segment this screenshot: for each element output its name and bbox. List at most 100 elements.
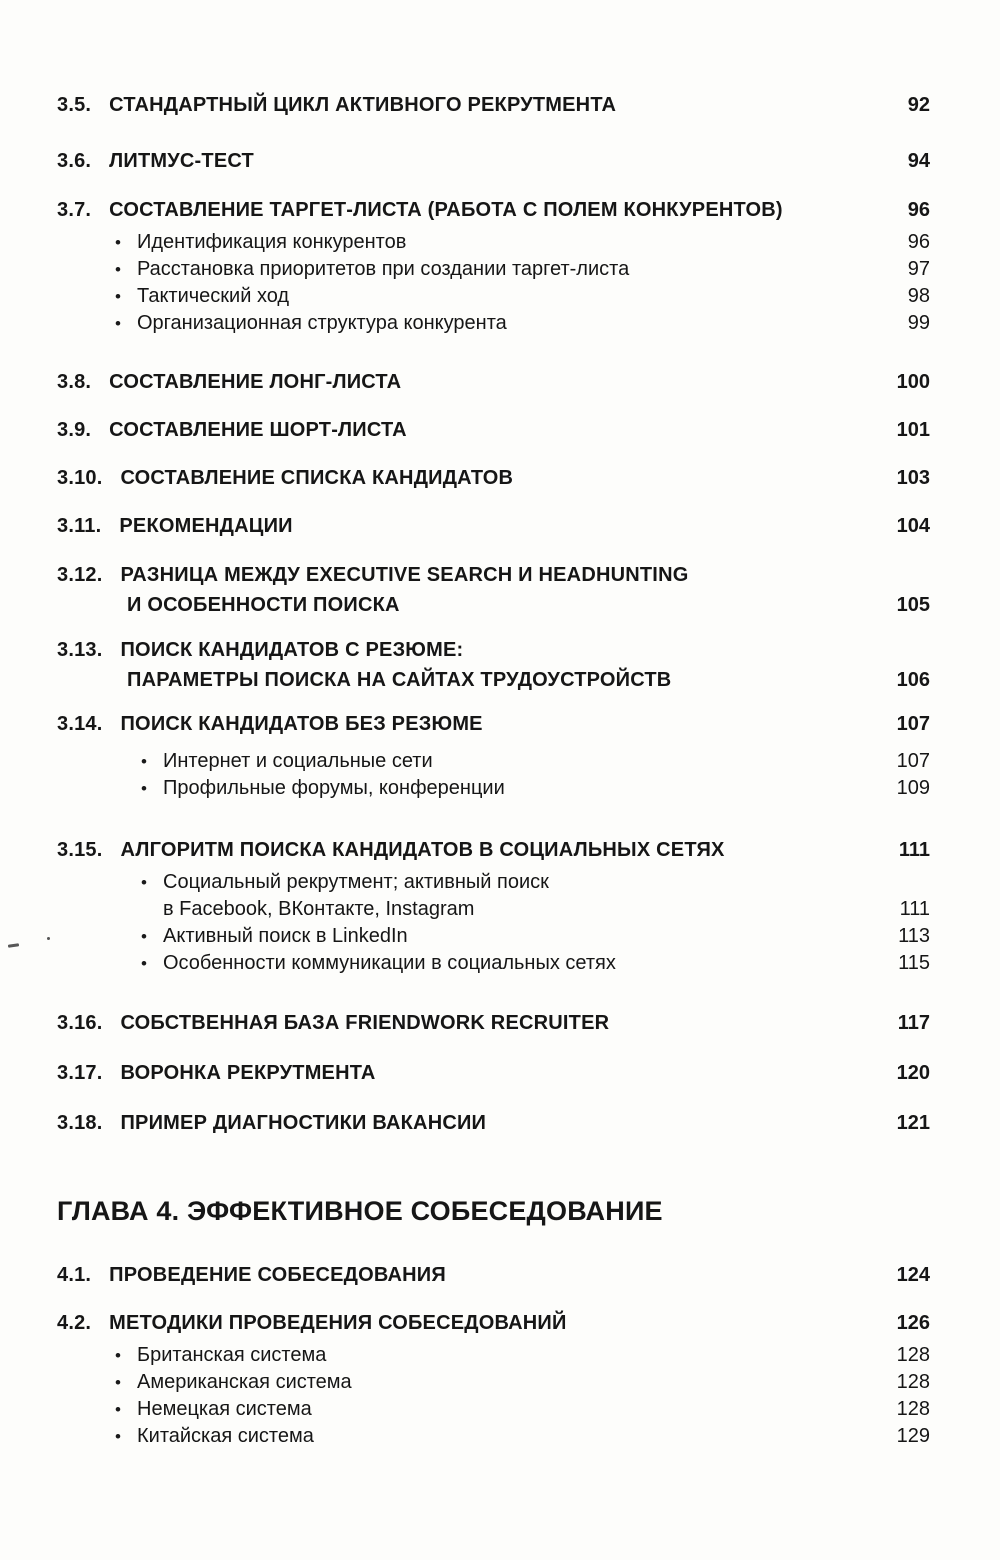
entry-page-number: 106 xyxy=(896,669,930,691)
entry-text-block: 3.18. ПРИМЕР ДИАГНОСТИКИ ВАКАНСИИ xyxy=(57,1108,882,1138)
entry-title: Американская система xyxy=(137,1371,352,1393)
entry-title: СТАНДАРТНЫЙ ЦИКЛ АКТИВНОГО РЕКРУТМЕНТА xyxy=(109,94,617,116)
toc-entry: 3.15. АЛГОРИТМ ПОИСКА КАНДИДАТОВ В СОЦИАЛ… xyxy=(57,835,930,865)
toc-sub-entry: • Тактический ход 98 xyxy=(57,283,930,310)
entry-number: 4.2. xyxy=(57,1312,92,1334)
toc-sub-entry: • Социальный рекрутмент; активный поиск в … xyxy=(57,869,930,923)
entry-page-number: 111 xyxy=(898,839,930,861)
entry-title: РАЗНИЦА МЕЖДУ EXECUTIVE SEARCH И HEADHUN… xyxy=(120,564,689,586)
toc-entry: 3.10. СОСТАВЛЕНИЕ СПИСКА КАНДИДАТОВ 103 xyxy=(57,463,930,493)
entry-page-number: 94 xyxy=(907,150,930,172)
toc-sub-entry: • Профильные форумы, конференции 109 xyxy=(57,775,930,802)
entry-page-number: 117 xyxy=(897,1012,930,1034)
toc-sub-entry: • Особенности коммуникации в социальных с… xyxy=(57,950,930,977)
entry-page-number: 120 xyxy=(896,1062,930,1084)
entry-text-block: • Социальный рекрутмент; активный поиск в … xyxy=(57,869,882,923)
entry-title: ЛИТМУС-ТЕСТ xyxy=(109,150,254,172)
bullet-icon: • xyxy=(115,1373,121,1392)
entry-text-block: 3.8. СОСТАВЛЕНИЕ ЛОНГ-ЛИСТА xyxy=(57,367,882,397)
entry-number: 3.16. xyxy=(57,1012,103,1034)
entry-text-block: 4.1. ПРОВЕДЕНИЕ СОБЕСЕДОВАНИЯ xyxy=(57,1260,882,1290)
entry-page-number: 98 xyxy=(907,285,930,307)
bullet-icon: • xyxy=(115,260,121,279)
entry-page-number: 129 xyxy=(896,1425,930,1447)
entry-text-block: • Американская система xyxy=(57,1369,882,1396)
entry-title: ПРИМЕР ДИАГНОСТИКИ ВАКАНСИИ xyxy=(120,1112,487,1134)
toc-entry: 3.7. СОСТАВЛЕНИЕ ТАРГЕТ-ЛИСТА (РАБОТА С П… xyxy=(57,195,930,225)
entry-number: 3.14. xyxy=(57,713,103,735)
toc-entry: 3.16. СОБСТВЕННАЯ БАЗА FRIENDWORK RECRUIT… xyxy=(57,1008,930,1038)
bullet-icon: • xyxy=(115,1400,121,1419)
entry-text-block: 3.10. СОСТАВЛЕНИЕ СПИСКА КАНДИДАТОВ xyxy=(57,463,882,493)
bullet-icon: • xyxy=(141,752,147,771)
bullet-icon: • xyxy=(141,779,147,798)
bullet-icon: • xyxy=(115,1346,121,1365)
entry-page-number: 128 xyxy=(896,1371,930,1393)
bullet-icon: • xyxy=(141,954,147,973)
toc-entry: 3.5. СТАНДАРТНЫЙ ЦИКЛ АКТИВНОГО РЕКРУТМЕН… xyxy=(57,90,930,120)
entry-page-number: 105 xyxy=(896,594,930,616)
toc-sub-entry: • Активный поиск в LinkedIn 113 xyxy=(57,923,930,950)
entry-number: 3.15. xyxy=(57,839,103,861)
bullet-icon: • xyxy=(115,314,121,333)
entry-text-block: • Особенности коммуникации в социальных с… xyxy=(57,950,882,977)
entry-title: Расстановка приоритетов при создании тар… xyxy=(137,258,630,280)
chapter-heading: ГЛАВА 4. ЭФФЕКТИВНОЕ СОБЕСЕДОВАНИЕ xyxy=(57,1193,930,1229)
entry-number: 3.13. xyxy=(57,639,103,661)
toc-entry: 3.11. РЕКОМЕНДАЦИИ 104 xyxy=(57,511,930,541)
entry-title: Немецкая система xyxy=(137,1398,312,1420)
entry-number: 3.11. xyxy=(57,515,102,537)
entry-title: ПОИСК КАНДИДАТОВ С РЕЗЮМЕ: xyxy=(120,639,464,661)
entry-text-block: 3.5. СТАНДАРТНЫЙ ЦИКЛ АКТИВНОГО РЕКРУТМЕН… xyxy=(57,90,882,120)
bullet-icon: • xyxy=(115,1427,121,1446)
entry-title: МЕТОДИКИ ПРОВЕДЕНИЯ СОБЕСЕДОВАНИЙ xyxy=(109,1312,567,1334)
toc-sub-entry: • Китайская система 129 xyxy=(57,1423,930,1450)
entry-title-continued: в Facebook, ВКонтакте, Instagram xyxy=(163,898,475,920)
entry-title: Особенности коммуникации в социальных се… xyxy=(163,952,616,974)
entry-number: 3.17. xyxy=(57,1062,103,1084)
entry-page-number: 92 xyxy=(907,94,930,116)
entry-title: Социальный рекрутмент; активный поиск xyxy=(163,871,549,893)
entry-number: 3.12. xyxy=(57,564,103,586)
entry-text-block: 3.14. ПОИСК КАНДИДАТОВ БЕЗ РЕЗЮМЕ xyxy=(57,709,882,739)
entry-page-number: 103 xyxy=(896,467,930,489)
entry-title-continued: ПАРАМЕТРЫ ПОИСКА НА САЙТАХ ТРУДОУСТРОЙСТ… xyxy=(127,669,672,691)
entry-title: СОСТАВЛЕНИЕ ЛОНГ-ЛИСТА xyxy=(109,371,402,393)
entry-text-block: 3.12. РАЗНИЦА МЕЖДУ EXECUTIVE SEARCH И HE… xyxy=(57,560,882,620)
entry-title: РЕКОМЕНДАЦИИ xyxy=(119,515,293,537)
entry-number: 4.1. xyxy=(57,1264,92,1286)
entry-page-number: 97 xyxy=(907,258,930,280)
entry-text-block: • Британская система xyxy=(57,1342,882,1369)
entry-title: Тактический ход xyxy=(137,285,290,307)
entry-title: ПОИСК КАНДИДАТОВ БЕЗ РЕЗЮМЕ xyxy=(120,713,483,735)
entry-text-block: • Идентификация конкурентов xyxy=(57,229,882,256)
toc-sub-entry: • Организационная структура конкурента 99 xyxy=(57,310,930,337)
entry-text-block: • Немецкая система xyxy=(57,1396,882,1423)
entry-text-block: • Тактический ход xyxy=(57,283,882,310)
entry-page-number: 124 xyxy=(896,1264,930,1286)
entry-text-block: 4.2. МЕТОДИКИ ПРОВЕДЕНИЯ СОБЕСЕДОВАНИЙ xyxy=(57,1308,882,1338)
toc-sub-entry: • Немецкая система 128 xyxy=(57,1396,930,1423)
toc-entry: 3.8. СОСТАВЛЕНИЕ ЛОНГ-ЛИСТА 100 xyxy=(57,367,930,397)
entry-page-number: 96 xyxy=(907,199,930,221)
entry-title: Интернет и социальные сети xyxy=(163,750,433,772)
entry-title: Активный поиск в LinkedIn xyxy=(163,925,408,947)
entry-title: ВОРОНКА РЕКРУТМЕНТА xyxy=(120,1062,376,1084)
entry-page-number: 104 xyxy=(896,515,930,537)
entry-title: Китайская система xyxy=(137,1425,314,1447)
entry-text-block: • Профильные форумы, конференции xyxy=(57,775,882,802)
toc-entry: 4.1. ПРОВЕДЕНИЕ СОБЕСЕДОВАНИЯ 124 xyxy=(57,1260,930,1290)
entry-number: 3.18. xyxy=(57,1112,103,1134)
toc-entry: 3.17. ВОРОНКА РЕКРУТМЕНТА 120 xyxy=(57,1058,930,1088)
entry-page-number: 113 xyxy=(898,925,930,947)
entry-text-block: • Расстановка приоритетов при создании та… xyxy=(57,256,882,283)
bullet-icon: • xyxy=(115,287,121,306)
entry-page-number: 128 xyxy=(896,1398,930,1420)
entry-text-block: 3.9. СОСТАВЛЕНИЕ ШОРТ-ЛИСТА xyxy=(57,415,882,445)
bullet-icon: • xyxy=(141,873,147,892)
entry-title: АЛГОРИТМ ПОИСКА КАНДИДАТОВ В СОЦИАЛЬНЫХ … xyxy=(120,839,725,861)
entry-page-number: 111 xyxy=(899,898,930,920)
entry-text-block: ГЛАВА 4. ЭФФЕКТИВНОЕ СОБЕСЕДОВАНИЕ xyxy=(57,1193,930,1229)
entry-number: 3.10. xyxy=(57,467,103,489)
